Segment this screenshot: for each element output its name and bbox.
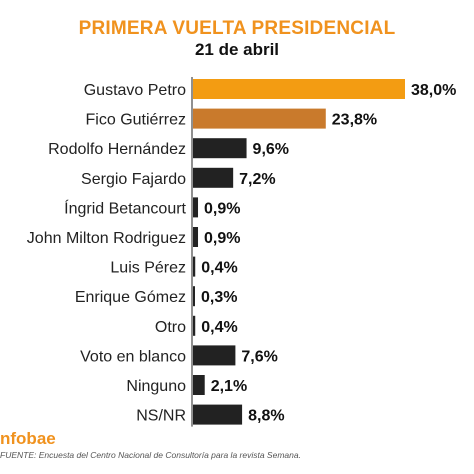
value-label: 7,6% bbox=[241, 348, 277, 365]
category-label: Luis Pérez bbox=[110, 260, 186, 277]
bar bbox=[193, 197, 199, 218]
bar bbox=[193, 286, 195, 307]
value-label: 0,3% bbox=[201, 289, 237, 306]
category-label: Gustavo Petro bbox=[84, 82, 186, 99]
chart-subtitle: 21 de abril bbox=[194, 40, 280, 59]
bar bbox=[193, 404, 243, 425]
source-note: FUENTE: Encuesta del Centro Nacional de … bbox=[0, 450, 301, 460]
value-label: 0,9% bbox=[204, 230, 240, 247]
category-label: NS/NR bbox=[136, 408, 186, 425]
category-label: Sergio Fajardo bbox=[81, 171, 186, 188]
category-label: Otro bbox=[155, 319, 186, 336]
value-label: 2,1% bbox=[211, 378, 247, 395]
bar bbox=[193, 108, 326, 129]
value-label: 7,2% bbox=[239, 171, 275, 188]
value-label: 0,4% bbox=[201, 319, 237, 336]
category-label: Enrique Gómez bbox=[75, 289, 186, 306]
category-label: Fico Gutiérrez bbox=[86, 112, 186, 129]
bar bbox=[193, 315, 196, 336]
bar bbox=[193, 256, 196, 277]
category-label: Ninguno bbox=[126, 378, 186, 395]
value-label: 8,8% bbox=[248, 408, 284, 425]
bar bbox=[193, 167, 234, 188]
value-label: 23,8% bbox=[332, 112, 377, 129]
bar bbox=[193, 138, 247, 159]
bar bbox=[193, 375, 205, 395]
category-label: John Milton Rodriguez bbox=[27, 230, 186, 247]
category-label: Íngrid Betancourt bbox=[64, 198, 186, 217]
bar bbox=[193, 227, 199, 247]
brand-logo: nfobae bbox=[0, 429, 56, 448]
bar bbox=[193, 345, 236, 366]
value-label: 0,4% bbox=[201, 260, 237, 277]
bar bbox=[193, 79, 405, 99]
category-label: Voto en blanco bbox=[80, 348, 186, 365]
chart-title: PRIMERA VUELTA PRESIDENCIAL bbox=[78, 18, 396, 39]
category-label: Rodolfo Hernández bbox=[48, 141, 186, 158]
value-label: 0,9% bbox=[204, 200, 240, 217]
value-label: 38,0% bbox=[411, 82, 456, 99]
value-label: 9,6% bbox=[253, 141, 289, 158]
